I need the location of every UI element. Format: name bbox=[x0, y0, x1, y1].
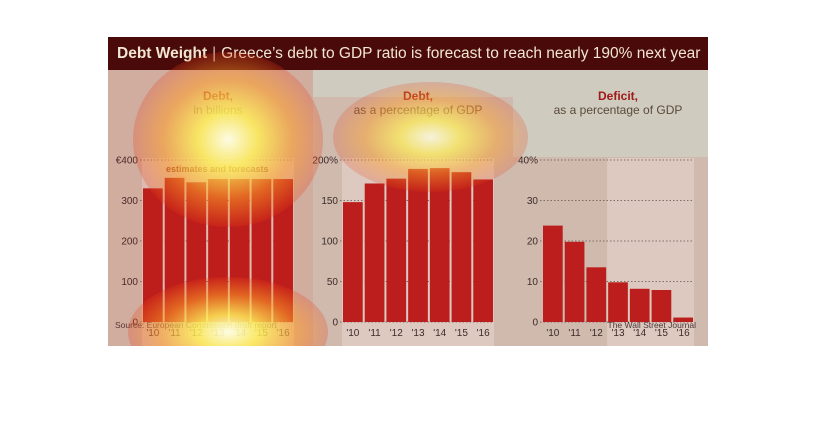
x-tick-label: '16 bbox=[677, 328, 690, 339]
x-tick-label: '15 bbox=[455, 328, 468, 339]
bar bbox=[208, 179, 228, 322]
chart-deficit-gdp: Deficit,as a percentage of GDP 40% 30 20 10 0… bbox=[518, 89, 694, 346]
x-tick-label: '14 bbox=[433, 328, 446, 339]
chart-debt-gdp: Debt,as a percentage of GDP 200% 150 100 50 0… bbox=[312, 89, 494, 346]
bar bbox=[164, 177, 185, 322]
source-note: Source: European Commission draft report bbox=[115, 320, 277, 330]
y-tick-label: 10 bbox=[527, 277, 539, 288]
bar bbox=[143, 188, 163, 322]
bar bbox=[429, 168, 450, 322]
x-tick-label: '10 bbox=[546, 328, 559, 339]
bar bbox=[473, 179, 493, 322]
chart-title-line1: Debt, bbox=[403, 89, 433, 103]
bar bbox=[386, 178, 407, 322]
bar bbox=[673, 317, 693, 322]
bar bbox=[543, 225, 563, 322]
bar bbox=[364, 183, 385, 322]
title-rest: Greece’s debt to GDP ratio is forecast t… bbox=[221, 44, 701, 62]
chart-title-line1: Debt, bbox=[203, 89, 233, 103]
y-tick-label: 30 bbox=[527, 196, 539, 207]
bar bbox=[343, 202, 363, 322]
chart-title-line2: in billions bbox=[193, 103, 242, 117]
bar bbox=[586, 267, 607, 322]
x-tick-label: '13 bbox=[611, 328, 624, 339]
y-tick-label: 200% bbox=[312, 156, 338, 167]
bar bbox=[451, 172, 472, 322]
y-tick-label: 20 bbox=[527, 237, 539, 248]
y-tick-label: 200 bbox=[121, 237, 138, 248]
title-bold: Debt Weight bbox=[117, 44, 208, 62]
bar bbox=[608, 282, 628, 322]
chart-title-line1: Deficit, bbox=[598, 89, 638, 103]
x-tick-label: '11 bbox=[568, 328, 581, 339]
x-tick-label: '14 bbox=[633, 328, 646, 339]
figure-title-bar: Debt Weight | Greece’s debt to GDP ratio… bbox=[108, 37, 708, 70]
title-separator: | bbox=[212, 44, 217, 62]
chart-title-line2: as a percentage of GDP bbox=[354, 103, 483, 117]
bar bbox=[564, 241, 585, 322]
bar bbox=[651, 290, 672, 322]
x-tick-label: '16 bbox=[277, 328, 290, 339]
x-tick-label: '11 bbox=[368, 328, 381, 339]
bar bbox=[251, 179, 272, 322]
credit-note: The Wall Street Journal bbox=[607, 320, 697, 330]
x-tick-label: '13 bbox=[411, 328, 424, 339]
y-tick-label: 40% bbox=[518, 156, 538, 167]
x-tick-label: '12 bbox=[390, 328, 403, 339]
x-tick-label: '12 bbox=[590, 328, 603, 339]
x-tick-label: '16 bbox=[477, 328, 490, 339]
bar bbox=[408, 168, 428, 322]
y-tick-label: 50 bbox=[327, 277, 339, 288]
y-tick-label: 0 bbox=[332, 318, 338, 329]
chart-annotation: estimates and forecasts bbox=[166, 164, 269, 174]
bar bbox=[629, 288, 650, 322]
chart-figure: Debt Weight | Greece’s debt to GDP ratio… bbox=[108, 37, 708, 346]
y-tick-label: 100 bbox=[321, 237, 338, 248]
y-tick-label: 150 bbox=[321, 196, 338, 207]
bar bbox=[186, 182, 207, 322]
y-tick-label: 300 bbox=[121, 196, 138, 207]
y-tick-label: 0 bbox=[532, 318, 538, 329]
chart-title-line2: as a percentage of GDP bbox=[554, 103, 683, 117]
x-tick-label: '15 bbox=[655, 328, 668, 339]
bar bbox=[229, 179, 250, 322]
y-tick-label: €400 bbox=[116, 156, 139, 167]
bar bbox=[273, 179, 293, 322]
y-tick-label: 100 bbox=[121, 277, 138, 288]
x-tick-label: '10 bbox=[346, 328, 359, 339]
